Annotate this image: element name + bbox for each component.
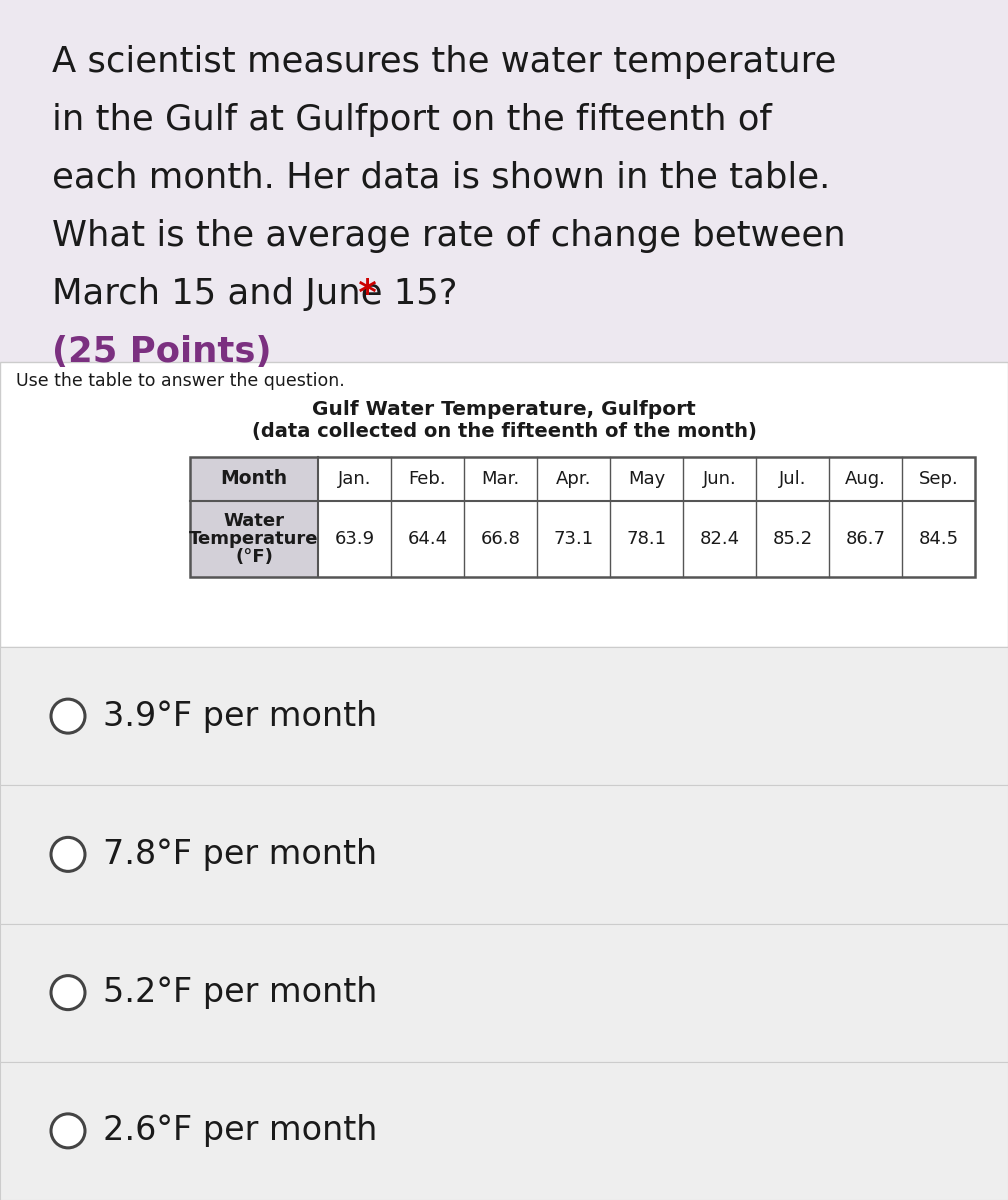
Text: 2.6°F per month: 2.6°F per month [103,1115,377,1147]
Bar [0,0,1008,362]
Bar [0,362,1008,647]
Text: Gulf Water Temperature, Gulfport: Gulf Water Temperature, Gulfport [312,400,696,419]
Text: 7.8°F per month: 7.8°F per month [103,838,377,871]
Circle shape [51,700,85,733]
Bar [0,647,1008,785]
Text: Mar.: Mar. [482,470,520,488]
Text: 78.1: 78.1 [627,530,666,548]
Bar [0,785,1008,924]
Text: (25 Points): (25 Points) [52,335,271,370]
Text: Feb.: Feb. [408,470,447,488]
Bar [0,924,1008,1062]
Text: 66.8: 66.8 [481,530,520,548]
Text: 63.9: 63.9 [335,530,375,548]
Bar [0,1062,1008,1200]
Text: May: May [628,470,665,488]
Text: 85.2: 85.2 [772,530,812,548]
Bar [190,457,975,577]
Text: Aug.: Aug. [845,470,886,488]
Text: Temperature: Temperature [190,530,319,548]
Text: 5.2°F per month: 5.2°F per month [103,976,377,1009]
Text: Jun.: Jun. [703,470,737,488]
Bar [190,457,318,502]
Text: in the Gulf at Gulfport on the fifteenth of: in the Gulf at Gulfport on the fifteenth… [52,103,772,137]
Text: 84.5: 84.5 [918,530,959,548]
Text: 86.7: 86.7 [846,530,885,548]
Text: Month: Month [221,469,287,488]
Text: Jan.: Jan. [338,470,371,488]
Text: 82.4: 82.4 [700,530,740,548]
Text: 73.1: 73.1 [553,530,594,548]
Text: Sep.: Sep. [918,470,959,488]
Bar [190,502,318,577]
Text: *: * [346,277,377,311]
Text: 64.4: 64.4 [407,530,448,548]
Circle shape [51,976,85,1009]
Text: A scientist measures the water temperature: A scientist measures the water temperatu… [52,44,837,79]
Text: (°F): (°F) [235,548,273,566]
Text: Use the table to answer the question.: Use the table to answer the question. [16,372,345,390]
Text: Apr.: Apr. [555,470,592,488]
Text: Water: Water [224,512,284,530]
Text: March 15 and June 15?: March 15 and June 15? [52,277,458,311]
Circle shape [51,838,85,871]
Text: Jul.: Jul. [779,470,806,488]
Circle shape [51,1114,85,1148]
Text: 3.9°F per month: 3.9°F per month [103,700,377,733]
Bar [190,457,975,577]
Text: (data collected on the fifteenth of the month): (data collected on the fifteenth of the … [252,422,756,440]
Text: each month. Her data is shown in the table.: each month. Her data is shown in the tab… [52,161,831,194]
Text: What is the average rate of change between: What is the average rate of change betwe… [52,218,846,253]
